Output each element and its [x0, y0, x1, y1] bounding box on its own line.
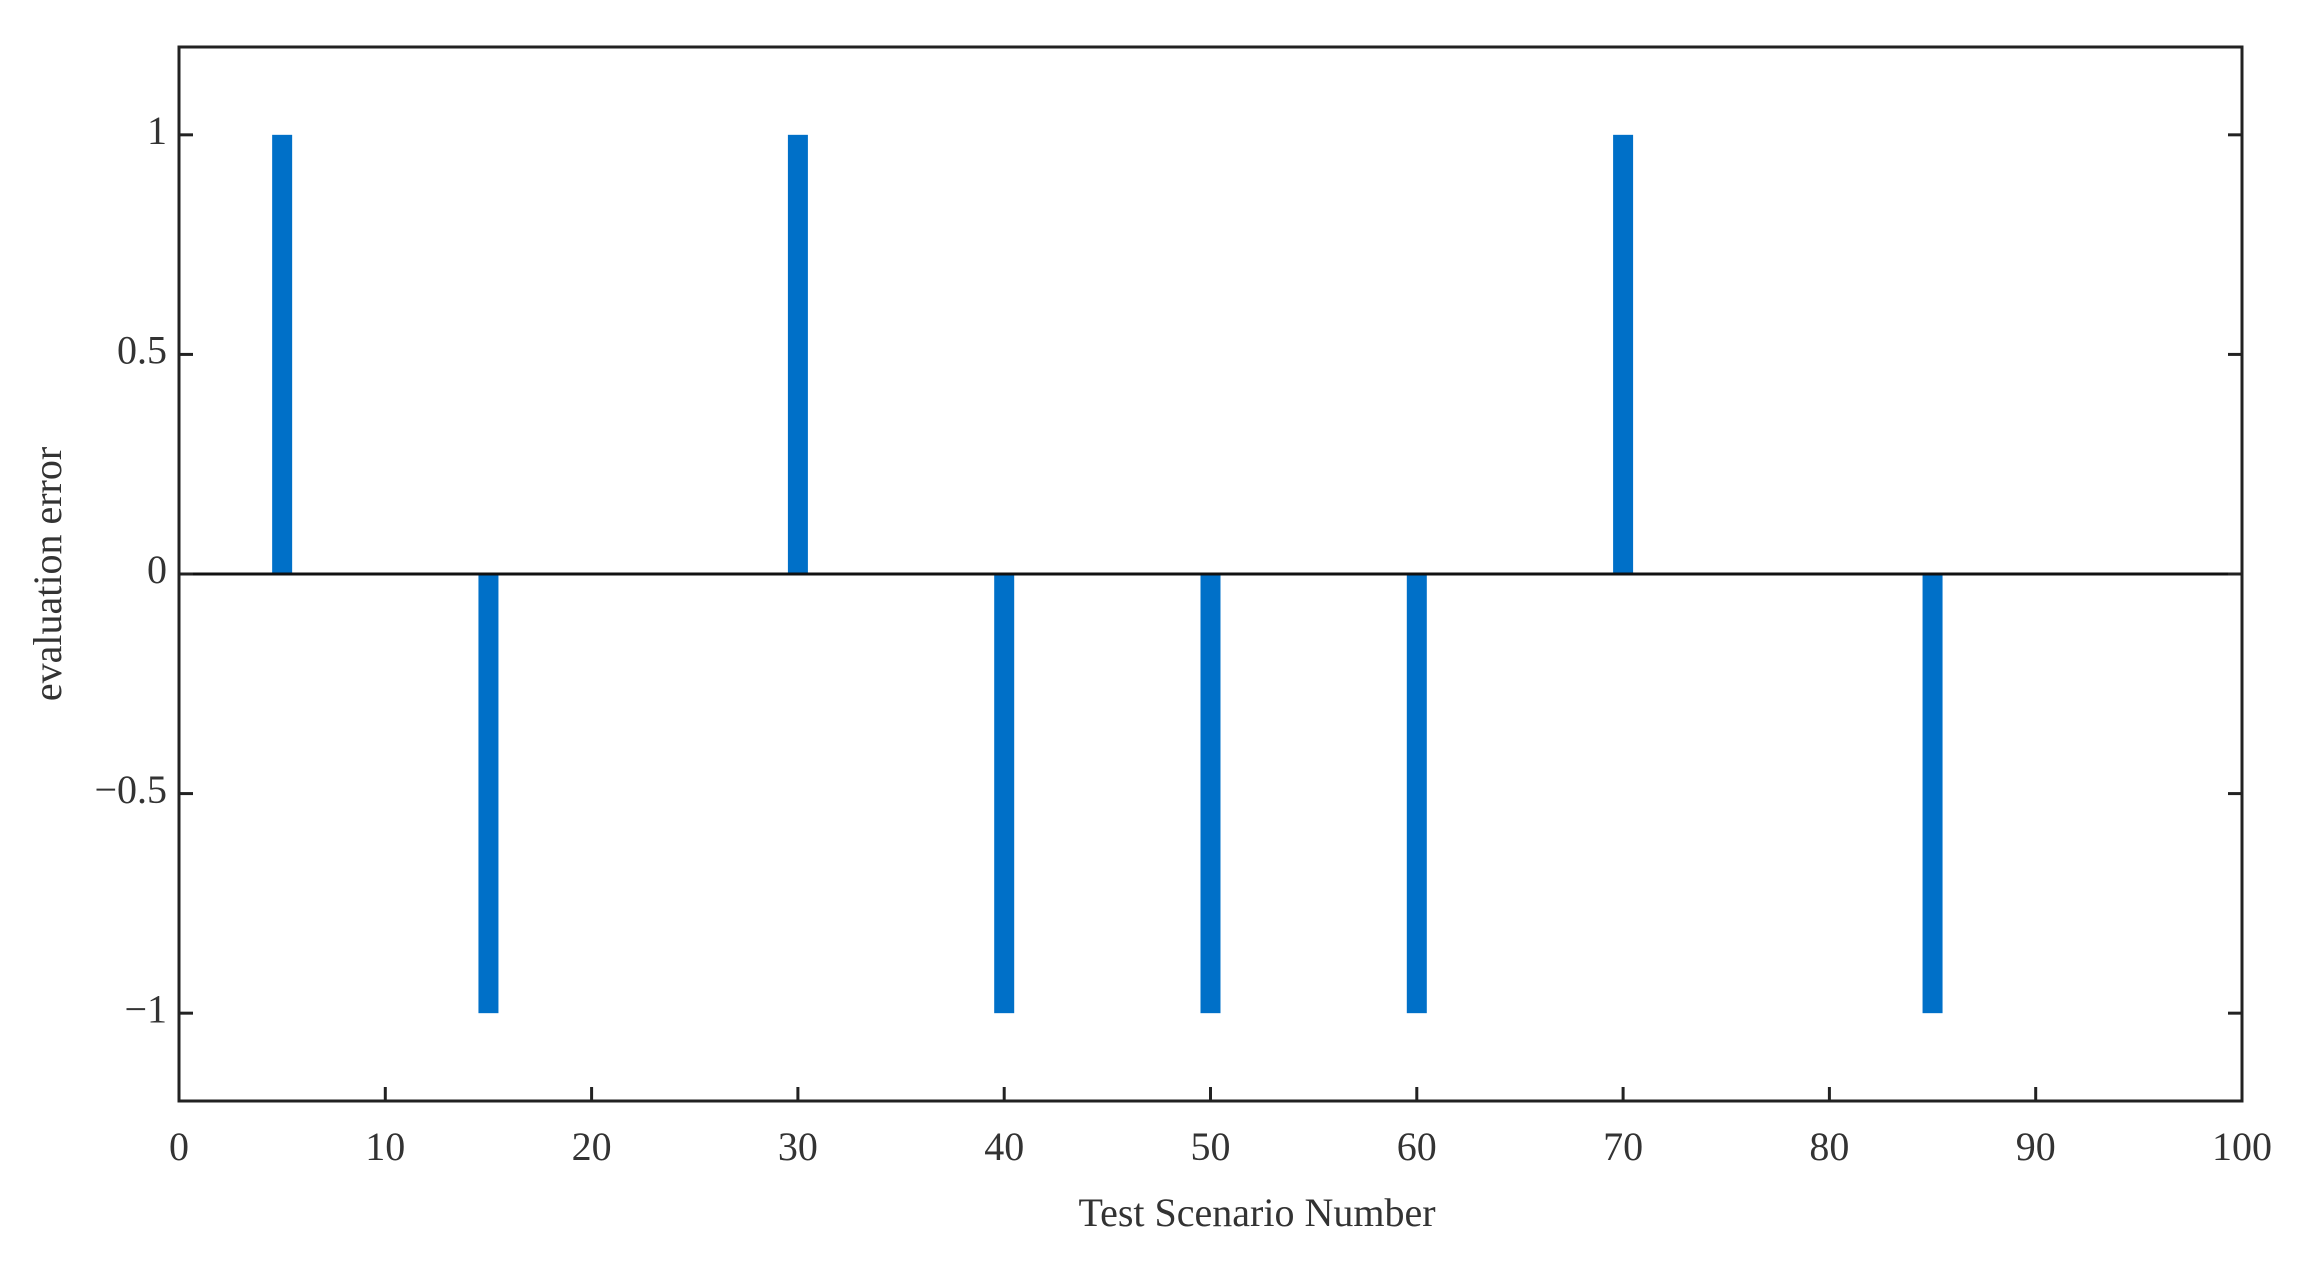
x-tick-label: 80 [1809, 1124, 1849, 1169]
y-tick-label: 0.5 [117, 328, 167, 373]
bar [1922, 574, 1943, 1014]
x-tick-label: 0 [169, 1124, 189, 1169]
bar [1200, 574, 1221, 1014]
x-axis-label: Test Scenario Number [1078, 1190, 1435, 1235]
x-tick-label: 30 [778, 1124, 818, 1169]
x-tick-label: 40 [984, 1124, 1024, 1169]
bar [478, 574, 499, 1014]
y-tick-label: −1 [124, 986, 167, 1031]
plot-frame [177, 45, 2244, 1103]
x-tick-label: 90 [2016, 1124, 2056, 1169]
y-axis-label: evaluation error [25, 447, 70, 701]
y-tick-label: 0 [147, 547, 167, 592]
x-tick-label: 50 [1191, 1124, 1231, 1169]
x-tick-label: 20 [572, 1124, 612, 1169]
y-tick-label: 1 [147, 108, 167, 153]
x-tick-label: 60 [1397, 1124, 1437, 1169]
x-tick-label: 100 [2212, 1124, 2272, 1169]
bar [1406, 574, 1427, 1014]
x-tick-label: 70 [1603, 1124, 1643, 1169]
bar [272, 134, 293, 575]
x-tick-label: 10 [365, 1124, 405, 1169]
bar [787, 134, 808, 575]
bar [994, 574, 1015, 1014]
bar [1613, 134, 1634, 575]
y-tick-label: −0.5 [94, 767, 167, 812]
